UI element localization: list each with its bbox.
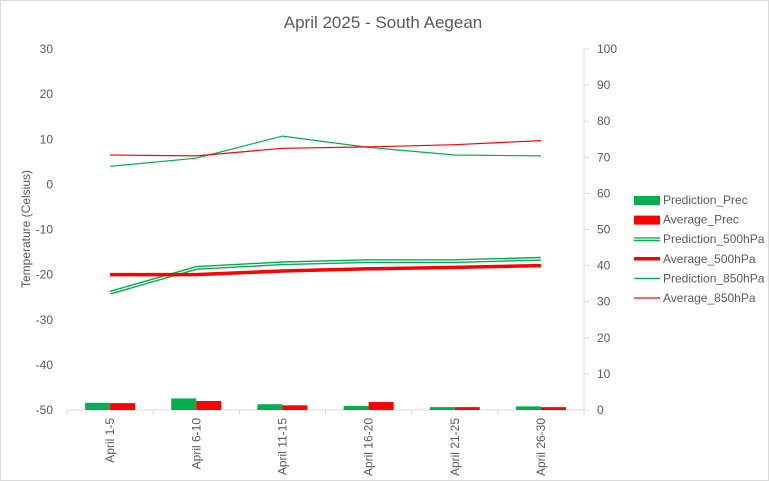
x-tick-label: April 11-15 — [275, 418, 289, 475]
y-axis-title: Temperature (Celsius) — [19, 170, 33, 288]
plot-area: 3020100-10-20-30-40-50100908070605040302… — [36, 42, 618, 476]
x-tick-label: April 26-30 — [534, 418, 548, 476]
line-average-850hpa — [110, 140, 541, 157]
x-tick-label: April 1-5 — [103, 418, 117, 463]
y2-tick-label: 80 — [597, 114, 611, 128]
legend-prediction-prec-label: Prediction_Prec — [663, 193, 748, 207]
bar-average-prec — [110, 403, 136, 410]
y2-tick-label: 50 — [597, 223, 611, 237]
bar-average-prec — [540, 407, 566, 410]
bar-average-prec — [196, 400, 222, 410]
chart-title: April 2025 - South Aegean — [284, 13, 482, 32]
y2-tick-label: 30 — [597, 295, 611, 309]
y2-tick-label: 60 — [597, 186, 611, 200]
y2-tick-label: 40 — [597, 259, 611, 273]
line-prediction-500hpa-inner — [109, 258, 541, 294]
y-tick-label: -20 — [36, 268, 54, 282]
y-tick-label: -30 — [36, 313, 54, 327]
bar-average-prec — [368, 402, 394, 410]
y-tick-label: -40 — [36, 358, 54, 372]
y-tick-label: 20 — [40, 87, 54, 101]
legend-average-prec-swatch — [634, 215, 660, 225]
bar-prediction-prec — [515, 406, 541, 410]
x-tick-label: April 21-25 — [448, 418, 462, 476]
y-tick-label: 10 — [40, 132, 54, 146]
bar-prediction-prec — [171, 398, 197, 410]
x-tick-label: April 6-10 — [189, 418, 203, 470]
legend-prediction-850hpa-label: Prediction_850hPa — [663, 271, 765, 285]
y2-tick-label: 10 — [597, 367, 611, 381]
line-prediction-850hpa — [110, 135, 541, 167]
y-tick-label: -50 — [36, 403, 54, 417]
legend-average-850hpa-label: Average_850hPa — [663, 291, 756, 305]
y2-tick-label: 20 — [597, 331, 611, 345]
bar-prediction-prec — [85, 402, 111, 410]
bar-prediction-prec — [257, 404, 283, 410]
legend: Prediction_Prec Average_Prec Prediction_50… — [634, 193, 765, 305]
bar-average-prec — [454, 407, 480, 410]
y-tick-label: -10 — [36, 223, 54, 237]
y2-tick-label: 100 — [597, 42, 617, 56]
y2-tick-label: 0 — [597, 403, 604, 417]
legend-average-500hpa-label: Average_500hPa — [663, 252, 756, 266]
bar-average-prec — [282, 405, 308, 410]
legend-prediction-500hpa-label: Prediction_500hPa — [663, 232, 765, 246]
y-tick-label: 0 — [46, 177, 53, 191]
line-average-500hpa — [110, 263, 541, 277]
bar-prediction-prec — [429, 407, 455, 410]
legend-prediction-prec-swatch — [634, 196, 660, 205]
x-tick-label: April 16-20 — [362, 418, 376, 476]
bar-prediction-prec — [343, 406, 369, 410]
legend-average-prec-label: Average_Prec — [663, 213, 739, 227]
y2-tick-label: 70 — [597, 150, 611, 164]
y-tick-label: 30 — [40, 42, 54, 56]
y2-tick-label: 90 — [597, 78, 611, 92]
